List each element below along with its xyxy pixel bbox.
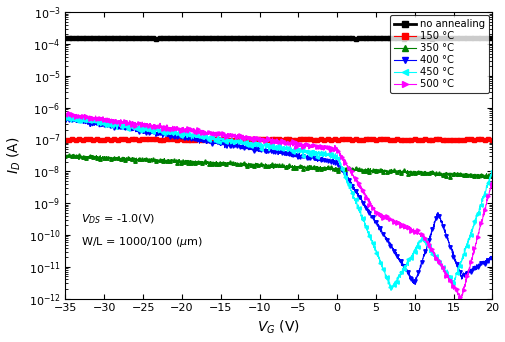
350 °C (441, 173, 447, 177)
no annealing (489, 36, 495, 40)
150 °C (241, 137, 247, 141)
450 °C (388, 288, 394, 292)
350 °C (489, 173, 495, 177)
450 °C (462, 250, 468, 254)
500 °C (332, 144, 338, 148)
Line: 450 °C: 450 °C (64, 114, 494, 292)
150 °C (363, 137, 369, 141)
no annealing (441, 36, 447, 40)
X-axis label: $V_G$ (V): $V_G$ (V) (258, 319, 300, 337)
Y-axis label: $I_D$ (A): $I_D$ (A) (6, 137, 23, 174)
150 °C (489, 137, 495, 142)
400 °C (441, 228, 447, 232)
no annealing (267, 36, 273, 40)
400 °C (412, 282, 418, 287)
Line: 500 °C: 500 °C (64, 111, 494, 302)
450 °C (64, 113, 70, 117)
no annealing (363, 36, 369, 40)
Line: no annealing: no annealing (64, 37, 494, 40)
150 °C (462, 137, 468, 142)
500 °C (462, 283, 468, 287)
150 °C (441, 137, 447, 141)
450 °C (332, 154, 338, 158)
500 °C (363, 193, 369, 197)
450 °C (63, 116, 69, 120)
400 °C (488, 254, 494, 259)
450 °C (489, 169, 495, 173)
500 °C (63, 113, 69, 117)
500 °C (441, 268, 447, 272)
350 °C (363, 168, 369, 172)
150 °C (63, 137, 69, 142)
450 °C (441, 268, 447, 272)
400 °C (363, 206, 369, 210)
Line: 400 °C: 400 °C (64, 115, 494, 286)
Line: 350 °C: 350 °C (64, 153, 494, 180)
350 °C (462, 174, 468, 178)
400 °C (63, 115, 69, 119)
no annealing (462, 36, 468, 40)
no annealing (332, 36, 338, 40)
500 °C (457, 298, 463, 302)
150 °C (489, 137, 495, 141)
500 °C (489, 178, 495, 182)
no annealing (489, 36, 495, 40)
no annealing (161, 36, 167, 40)
500 °C (66, 111, 72, 115)
350 °C (71, 152, 77, 156)
150 °C (161, 137, 167, 141)
400 °C (161, 132, 167, 136)
150 °C (364, 138, 370, 142)
Text: $V_{DS}$ = -1.0(V): $V_{DS}$ = -1.0(V) (81, 212, 156, 226)
450 °C (363, 226, 369, 230)
Legend: no annealing, 150 °C, 350 °C, 400 °C, 450 °C, 500 °C: no annealing, 150 °C, 350 °C, 400 °C, 45… (390, 15, 489, 93)
350 °C (63, 154, 69, 158)
400 °C (489, 255, 495, 259)
350 °C (489, 175, 495, 180)
Line: 150 °C: 150 °C (64, 137, 494, 142)
Text: W/L = 1000/100 ($\mu$m): W/L = 1000/100 ($\mu$m) (81, 235, 203, 249)
500 °C (162, 125, 168, 129)
no annealing (63, 36, 69, 40)
350 °C (162, 161, 168, 165)
400 °C (462, 272, 468, 276)
150 °C (332, 138, 338, 142)
no annealing (454, 37, 460, 41)
350 °C (486, 176, 492, 180)
500 °C (489, 182, 495, 186)
450 °C (162, 130, 168, 134)
400 °C (331, 161, 337, 165)
350 °C (332, 167, 338, 171)
450 °C (489, 169, 495, 173)
